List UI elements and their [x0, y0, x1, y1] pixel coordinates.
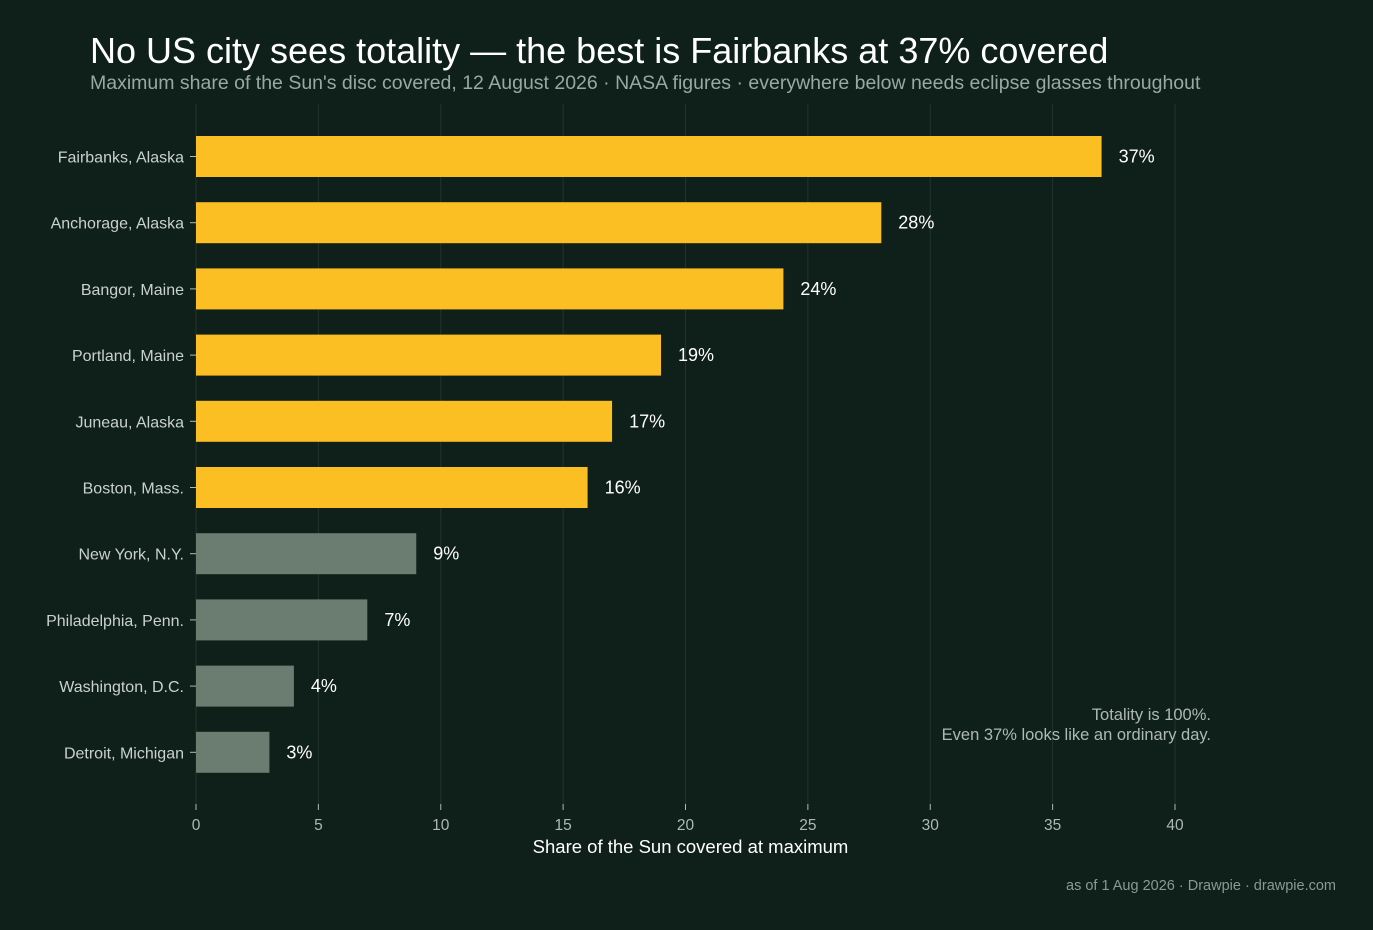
bar: [196, 334, 662, 376]
value-label: 17%: [629, 411, 665, 431]
x-axis: 0 5 10 15 20 25 30 35 40: [190, 156, 1184, 834]
labels: Fairbanks, Alaska 37% Anchorage, Alaska 28%…: [46, 147, 1154, 763]
x-tick-label: 15: [555, 817, 572, 834]
bar: [196, 268, 784, 310]
category-label: Anchorage, Alaska: [51, 216, 185, 233]
category-label: Portland, Maine: [72, 348, 184, 365]
category-label: Detroit, Michigan: [64, 745, 184, 762]
category-label: New York, N.Y.: [78, 547, 184, 564]
bar: [196, 599, 368, 641]
annotation-note: Totality is 100%. Even 37% looks like an …: [942, 706, 1211, 744]
category-label: Bangor, Maine: [81, 282, 184, 299]
category-label: Juneau, Alaska: [75, 414, 184, 431]
category-label: Boston, Mass.: [83, 481, 184, 498]
value-label: 24%: [800, 279, 836, 299]
value-label: 9%: [433, 544, 459, 564]
category-label: Philadelphia, Penn.: [46, 613, 184, 630]
bar: [196, 202, 882, 244]
x-tick-label: 40: [1166, 817, 1184, 834]
bar: [196, 731, 270, 773]
x-tick-label: 0: [192, 817, 201, 834]
value-label: 19%: [678, 345, 714, 365]
x-axis-title: Share of the Sun covered at maximum: [533, 836, 849, 857]
bar: [196, 665, 294, 707]
bar: [196, 136, 1102, 177]
bar: [196, 400, 613, 442]
annotation-line: Even 37% looks like an ordinary day.: [942, 726, 1211, 744]
x-tick-label: 30: [922, 817, 940, 834]
x-tick-label: 20: [677, 817, 695, 834]
x-tick-label: 35: [1044, 817, 1061, 834]
value-label: 3%: [286, 742, 312, 762]
annotation-line: Totality is 100%.: [1092, 706, 1211, 724]
value-label: 37%: [1119, 147, 1155, 167]
chart-title: No US city sees totality — the best is F…: [90, 30, 1109, 71]
value-label: 4%: [311, 676, 337, 696]
source-footer: as of 1 Aug 2026 · Drawpie · drawpie.com: [1066, 878, 1336, 894]
bar: [196, 467, 588, 508]
bars: [196, 136, 1102, 773]
x-tick-label: 5: [314, 817, 323, 834]
category-label: Washington, D.C.: [59, 679, 184, 696]
value-label: 7%: [384, 610, 410, 630]
category-label: Fairbanks, Alaska: [58, 150, 184, 167]
x-tick-label: 25: [799, 817, 816, 834]
value-label: 16%: [605, 478, 641, 498]
x-tick-label: 10: [432, 817, 450, 834]
chart-subtitle: Maximum share of the Sun's disc covered,…: [90, 72, 1201, 94]
bar: [196, 533, 417, 575]
value-label: 28%: [898, 213, 934, 233]
